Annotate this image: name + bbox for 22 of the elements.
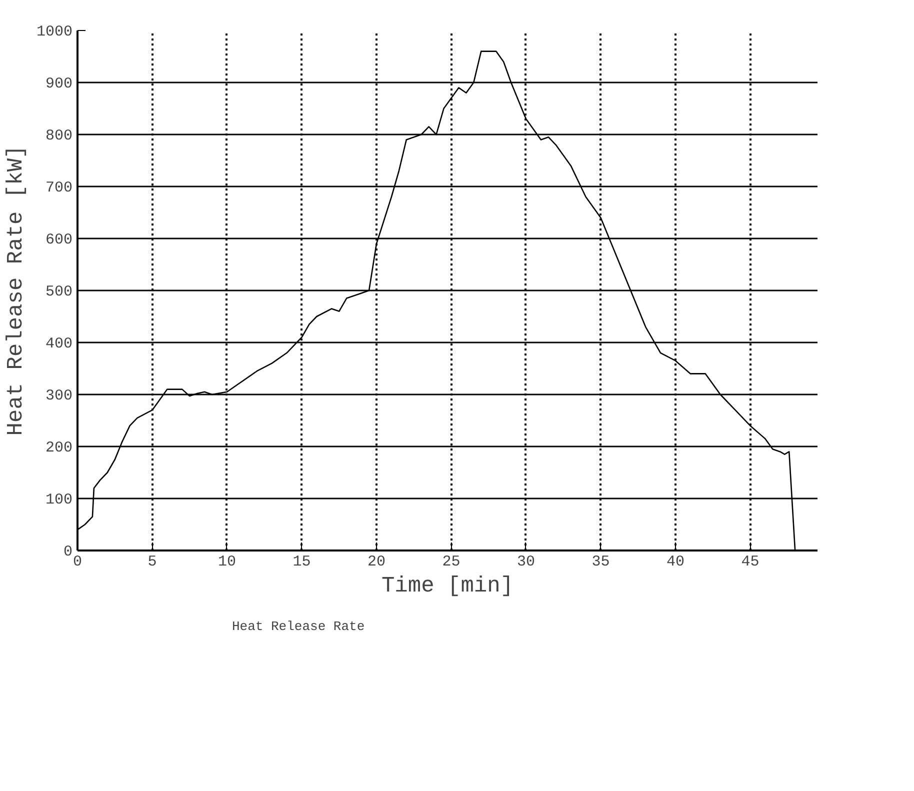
y-tick-label: 500 xyxy=(45,284,73,300)
x-tick-label: 40 xyxy=(666,554,684,570)
y-axis-title: Heat Release Rate [kW] xyxy=(3,145,28,436)
x-tick-label: 25 xyxy=(442,554,460,570)
y-tick-label: 200 xyxy=(45,440,73,456)
y-tick-label: 600 xyxy=(45,232,73,248)
x-tick-label: 20 xyxy=(367,554,386,570)
x-axis-title: Time [min] xyxy=(381,574,514,598)
y-tick-label: 400 xyxy=(45,336,73,352)
x-tick-label: 35 xyxy=(592,554,610,570)
x-tick-label: 10 xyxy=(218,554,236,570)
x-tick-label: 45 xyxy=(741,554,760,570)
text: Heat Release Rate xyxy=(232,618,365,634)
x-tick-label: 15 xyxy=(292,554,311,570)
y-tick-label: 300 xyxy=(45,388,73,404)
y-tick-label: 800 xyxy=(45,128,73,144)
x-tick-label: 5 xyxy=(148,554,157,570)
x-tick-label: 30 xyxy=(516,554,535,570)
y-tick-label: 100 xyxy=(45,492,73,508)
y-tick-label: 900 xyxy=(45,76,73,92)
y-tick-label: 700 xyxy=(45,180,73,196)
y-tick-label: 1000 xyxy=(36,24,73,40)
